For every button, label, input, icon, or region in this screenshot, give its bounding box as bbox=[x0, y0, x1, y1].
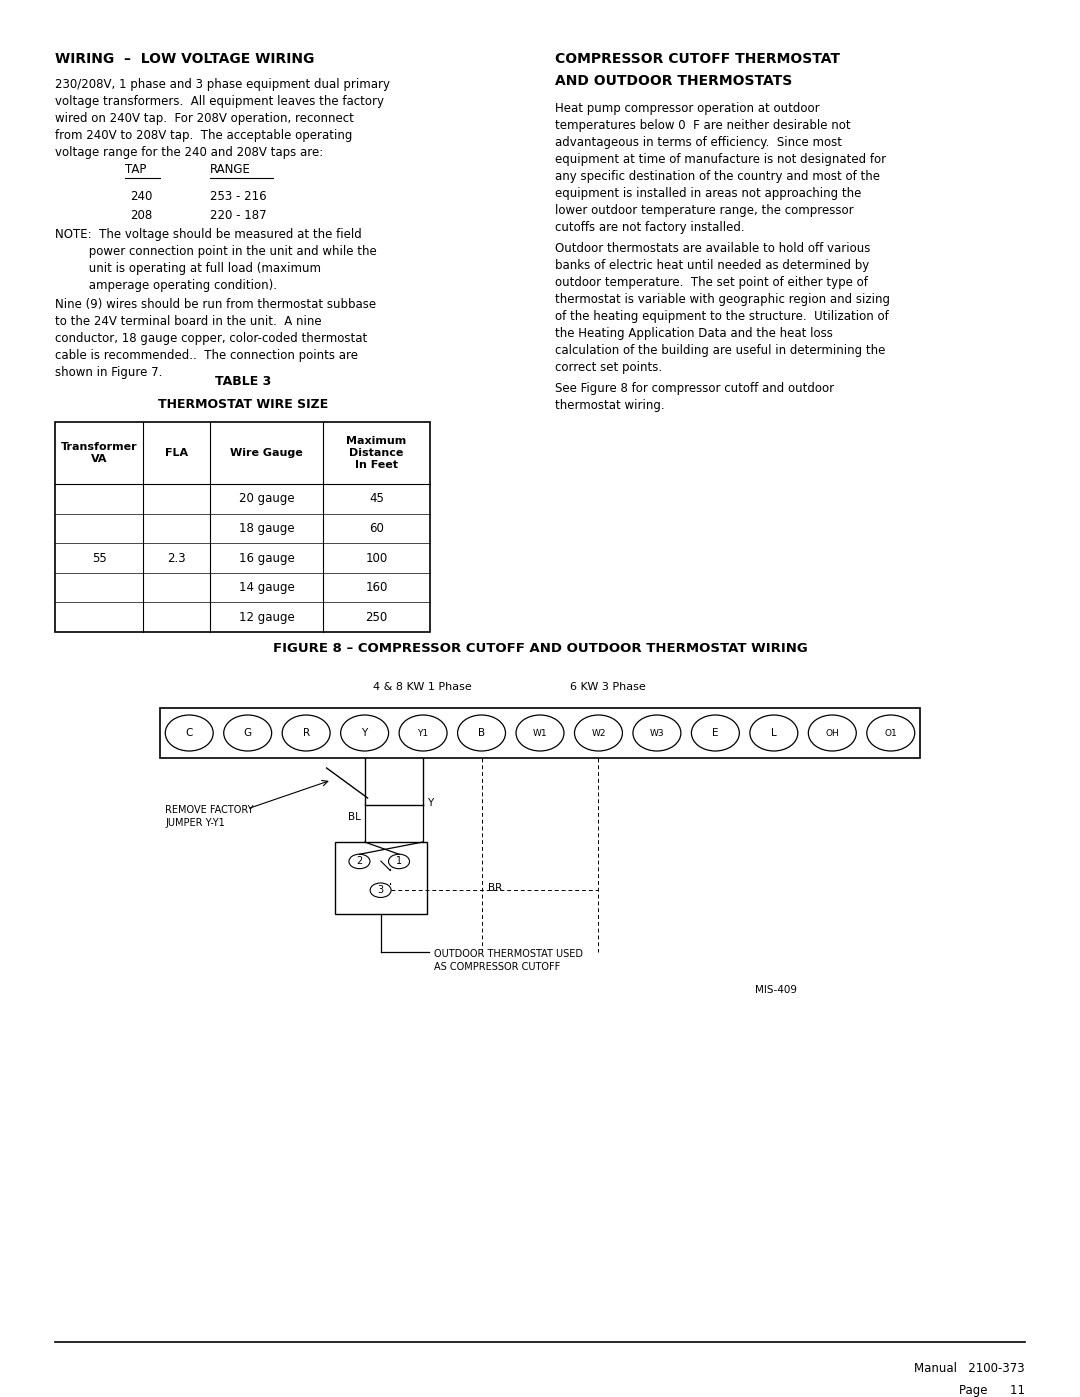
Text: OUTDOOR THERMOSTAT USED
AS COMPRESSOR CUTOFF: OUTDOOR THERMOSTAT USED AS COMPRESSOR CU… bbox=[433, 949, 582, 972]
Text: 1: 1 bbox=[396, 856, 402, 866]
Text: Y1: Y1 bbox=[418, 728, 429, 738]
Text: B: B bbox=[478, 728, 485, 738]
Text: COMPRESSOR CUTOFF THERMOSTAT: COMPRESSOR CUTOFF THERMOSTAT bbox=[555, 52, 840, 66]
Text: R: R bbox=[302, 728, 310, 738]
Text: 4 & 8 KW 1 Phase: 4 & 8 KW 1 Phase bbox=[373, 682, 471, 692]
Text: Y: Y bbox=[427, 798, 433, 807]
Text: W2: W2 bbox=[591, 728, 606, 738]
Text: W3: W3 bbox=[649, 728, 664, 738]
Text: BL: BL bbox=[348, 812, 361, 821]
Text: 100: 100 bbox=[365, 552, 388, 564]
Text: FLA: FLA bbox=[165, 448, 188, 458]
Text: 253 - 216: 253 - 216 bbox=[210, 190, 267, 203]
Text: THERMOSTAT WIRE SIZE: THERMOSTAT WIRE SIZE bbox=[158, 398, 328, 411]
Text: Maximum
Distance
In Feet: Maximum Distance In Feet bbox=[347, 436, 407, 471]
Text: WIRING  –  LOW VOLTAGE WIRING: WIRING – LOW VOLTAGE WIRING bbox=[55, 52, 314, 66]
Text: Transformer
VA: Transformer VA bbox=[60, 441, 137, 464]
Text: 230/208V, 1 phase and 3 phase equipment dual primary
voltage transformers.  All : 230/208V, 1 phase and 3 phase equipment … bbox=[55, 78, 390, 159]
Text: Page      11: Page 11 bbox=[959, 1384, 1025, 1397]
Text: 208: 208 bbox=[130, 210, 152, 222]
Text: 2: 2 bbox=[356, 856, 363, 866]
Text: 18 gauge: 18 gauge bbox=[239, 522, 295, 535]
Text: Manual   2100-373: Manual 2100-373 bbox=[915, 1362, 1025, 1375]
Text: OH: OH bbox=[825, 728, 839, 738]
Text: 60: 60 bbox=[369, 522, 383, 535]
Text: 2.3: 2.3 bbox=[167, 552, 186, 564]
Bar bbox=[335, 842, 427, 914]
Text: 220 - 187: 220 - 187 bbox=[210, 210, 267, 222]
Bar bbox=[160, 708, 920, 759]
Text: E: E bbox=[712, 728, 718, 738]
Text: MIS-409: MIS-409 bbox=[755, 985, 797, 995]
Text: 3: 3 bbox=[378, 886, 383, 895]
Text: L: L bbox=[771, 728, 777, 738]
Text: BR: BR bbox=[488, 883, 502, 893]
Text: Outdoor thermostats are available to hold off various
banks of electric heat unt: Outdoor thermostats are available to hol… bbox=[555, 242, 890, 374]
Text: 45: 45 bbox=[369, 492, 383, 506]
Text: 12 gauge: 12 gauge bbox=[239, 610, 295, 623]
Text: 6 KW 3 Phase: 6 KW 3 Phase bbox=[570, 682, 646, 692]
Text: TAP: TAP bbox=[125, 163, 147, 176]
Text: AND OUTDOOR THERMOSTATS: AND OUTDOOR THERMOSTATS bbox=[555, 74, 793, 88]
Text: Wire Gauge: Wire Gauge bbox=[230, 448, 302, 458]
Text: O1: O1 bbox=[885, 728, 897, 738]
Text: NOTE:  The voltage should be measured at the field
         power connection poi: NOTE: The voltage should be measured at … bbox=[55, 228, 377, 292]
Text: 16 gauge: 16 gauge bbox=[239, 552, 295, 564]
Text: 14 gauge: 14 gauge bbox=[239, 581, 295, 594]
Text: FIGURE 8 – COMPRESSOR CUTOFF AND OUTDOOR THERMOSTAT WIRING: FIGURE 8 – COMPRESSOR CUTOFF AND OUTDOOR… bbox=[272, 643, 808, 655]
Text: RANGE: RANGE bbox=[210, 163, 251, 176]
Text: C: C bbox=[186, 728, 193, 738]
Text: Nine (9) wires should be run from thermostat subbase
to the 24V terminal board i: Nine (9) wires should be run from thermo… bbox=[55, 298, 376, 379]
Text: G: G bbox=[244, 728, 252, 738]
Text: Y: Y bbox=[362, 728, 368, 738]
Text: Heat pump compressor operation at outdoor
temperatures below 0  F are neither de: Heat pump compressor operation at outdoo… bbox=[555, 102, 886, 235]
Text: TABLE 3: TABLE 3 bbox=[215, 374, 271, 388]
Text: W1: W1 bbox=[532, 728, 548, 738]
Text: 20 gauge: 20 gauge bbox=[239, 492, 295, 506]
Text: 240: 240 bbox=[130, 190, 152, 203]
Bar bbox=[55, 422, 430, 631]
Text: 250: 250 bbox=[365, 610, 388, 623]
Text: See Figure 8 for compressor cutoff and outdoor
thermostat wiring.: See Figure 8 for compressor cutoff and o… bbox=[555, 381, 834, 412]
Text: 160: 160 bbox=[365, 581, 388, 594]
Text: REMOVE FACTORY
JUMPER Y-Y1: REMOVE FACTORY JUMPER Y-Y1 bbox=[165, 805, 254, 828]
Text: 55: 55 bbox=[92, 552, 106, 564]
